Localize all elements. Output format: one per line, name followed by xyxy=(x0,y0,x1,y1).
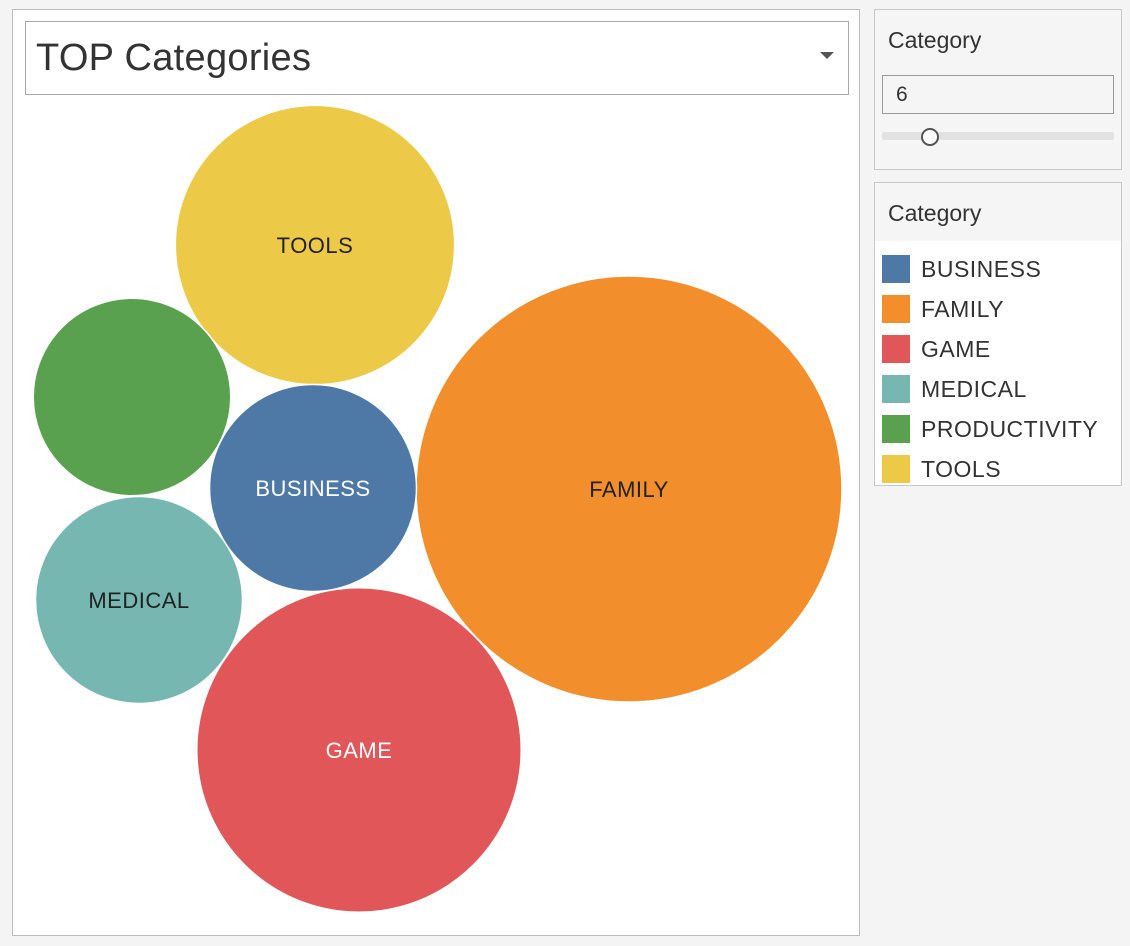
legend-card: Category BUSINESS FAMILY GAME MEDICAL PR… xyxy=(874,182,1122,486)
legend-label: BUSINESS xyxy=(921,255,1042,282)
filter-title: Category xyxy=(888,27,982,53)
legend-swatch xyxy=(882,375,910,403)
bubble-productivity[interactable] xyxy=(32,297,232,497)
chart-title: TOP Categories xyxy=(36,37,312,79)
legend-label: TOOLS xyxy=(921,455,1002,482)
legend-item-tools[interactable]: TOOLS xyxy=(882,449,1098,489)
bubble-business[interactable] xyxy=(208,383,418,593)
bubble-game[interactable] xyxy=(196,587,522,913)
legend-item-medical[interactable]: MEDICAL xyxy=(882,369,1098,409)
legend-item-family[interactable]: FAMILY xyxy=(882,289,1098,329)
legend-list: BUSINESS FAMILY GAME MEDICAL PRODUCTIVIT… xyxy=(882,249,1098,489)
bubble-label-business: BUSINESS xyxy=(255,476,370,501)
legend-label: FAMILY xyxy=(921,295,1005,322)
bubble-label-family: FAMILY xyxy=(589,477,669,502)
chevron-down-icon[interactable] xyxy=(820,52,834,59)
bubble-label-medical: MEDICAL xyxy=(88,588,189,613)
legend-swatch xyxy=(882,255,910,283)
bubble-medical[interactable] xyxy=(34,495,244,705)
legend-swatch xyxy=(882,415,910,443)
bubble-label-game: GAME xyxy=(326,738,393,763)
viz-panel: TOP Categories FAMILY GAME TOOLS MEDICAL BUS… xyxy=(12,9,860,936)
legend-header: Category xyxy=(875,183,1121,241)
legend-item-game[interactable]: GAME xyxy=(882,329,1098,369)
legend-label: GAME xyxy=(921,335,991,362)
bubble-label-tools: TOOLS xyxy=(277,233,354,258)
category-slider-track[interactable] xyxy=(882,132,1114,140)
legend-item-productivity[interactable]: PRODUCTIVITY xyxy=(882,409,1098,449)
legend-label: PRODUCTIVITY xyxy=(921,415,1099,442)
legend-item-business[interactable]: BUSINESS xyxy=(882,249,1098,289)
legend-swatch xyxy=(882,335,910,363)
category-slider-thumb[interactable] xyxy=(920,128,939,146)
title-box[interactable]: TOP Categories xyxy=(25,21,849,95)
bubble-chart: FAMILY GAME TOOLS MEDICAL BUSINESS xyxy=(32,104,843,913)
category-count-input[interactable]: 6 xyxy=(882,75,1114,114)
legend-swatch xyxy=(882,455,910,483)
legend-swatch xyxy=(882,295,910,323)
legend-title: Category xyxy=(888,200,982,226)
category-filter-card: Category 6 xyxy=(874,9,1122,170)
legend-label: MEDICAL xyxy=(921,375,1027,402)
